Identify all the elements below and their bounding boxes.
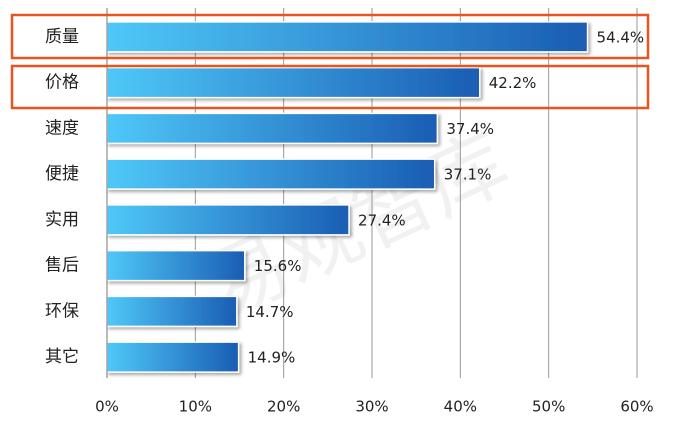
y-tick-label: 质量: [45, 27, 79, 47]
bar: [106, 66, 481, 99]
data-label: 54.4%: [597, 28, 645, 46]
x-tick-label: 0%: [95, 398, 119, 416]
bar: [106, 204, 350, 236]
bar: [106, 21, 589, 53]
y-tick-label: 环保: [45, 301, 79, 321]
y-tick-label: 实用: [45, 210, 79, 230]
data-label: 37.1%: [444, 166, 492, 184]
bar: [106, 112, 439, 145]
x-tick-label: 60%: [620, 398, 653, 416]
bar: [106, 249, 246, 282]
data-label: 42.2%: [489, 74, 537, 92]
y-tick-label: 其它: [45, 347, 79, 367]
y-tick-label: 速度: [45, 118, 79, 138]
y-tick-label: 价格: [45, 73, 79, 93]
data-label: 15.6%: [254, 257, 302, 275]
bar: [106, 295, 238, 328]
x-tick-label: 20%: [267, 398, 300, 416]
x-tick-label: 10%: [179, 398, 212, 416]
x-tick-label: 30%: [355, 398, 388, 416]
highlight-box: [10, 64, 650, 110]
bar: [106, 158, 436, 190]
x-tick-label: 40%: [444, 398, 477, 416]
data-label: 14.7%: [246, 303, 294, 321]
bar: [106, 341, 240, 373]
highlight-box: [10, 13, 650, 60]
x-tick-label: 50%: [532, 398, 565, 416]
data-label: 14.9%: [248, 349, 296, 367]
y-tick-label: 售后: [45, 256, 79, 276]
data-label: 27.4%: [358, 211, 406, 229]
y-tick-label: 便捷: [45, 164, 79, 184]
data-label: 37.4%: [446, 120, 494, 138]
